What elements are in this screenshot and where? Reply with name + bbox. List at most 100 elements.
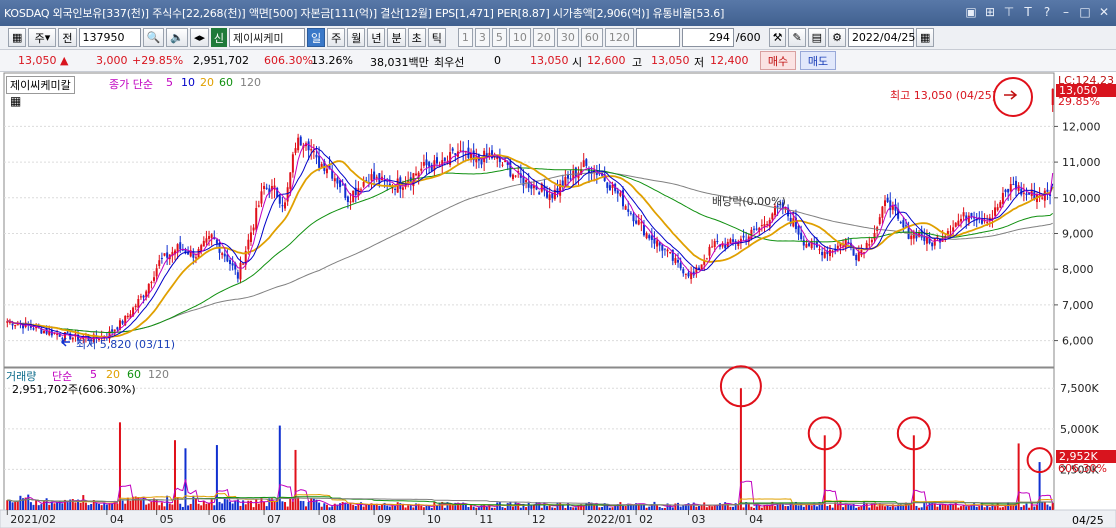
close-icon[interactable]: ✕: [1098, 5, 1110, 19]
speaker-icon[interactable]: 🔈: [166, 28, 188, 47]
sell-button[interactable]: 매도: [800, 51, 836, 70]
interval-5[interactable]: 5: [491, 28, 507, 47]
volume-bar: [642, 504, 645, 510]
help-icon[interactable]: ?: [1043, 5, 1051, 19]
candle-body: [996, 207, 999, 211]
volume-bar: [132, 496, 135, 510]
high-annotation: 최고 13,050 (04/25): [890, 89, 997, 102]
tab-tick[interactable]: 틱: [427, 28, 446, 47]
candle-body: [16, 324, 19, 326]
chart-icon[interactable]: ⊞: [984, 5, 996, 19]
nav-arrows[interactable]: ◂▸: [189, 28, 209, 47]
candle-body: [758, 227, 761, 232]
candle-body: [889, 200, 892, 211]
volume-bar: [299, 500, 302, 510]
candle-body: [831, 250, 834, 253]
volume-bar: [624, 505, 627, 510]
candle-body: [286, 187, 289, 202]
tab-second[interactable]: 초: [407, 28, 426, 47]
candle-body: [32, 328, 35, 330]
chart-area[interactable]: 12,000 11,000 10,000 9,000 8,000 7,000 6,000 7,…: [0, 72, 1116, 528]
interval-1[interactable]: 1: [457, 28, 473, 47]
save-icon[interactable]: ▤: [807, 28, 827, 47]
volume-bar: [671, 507, 674, 510]
candle-body: [1046, 189, 1049, 192]
tab-year[interactable]: 년: [367, 28, 386, 47]
candle-body: [360, 189, 363, 191]
volume-bar: [79, 502, 82, 510]
tool-icon[interactable]: ✎: [788, 28, 806, 47]
volume-bar: [289, 498, 292, 510]
price-axis-label: 11,000: [1062, 156, 1101, 169]
search-icon[interactable]: 🔍: [142, 28, 165, 47]
volume-bar: [781, 503, 784, 510]
buy-button[interactable]: 매수: [760, 51, 796, 70]
volume-bar: [587, 502, 590, 510]
candle-body: [674, 258, 677, 263]
volume-ma-60: 60: [127, 368, 141, 381]
pin-icon[interactable]: ⊤: [1003, 5, 1015, 19]
candle-body: [805, 244, 808, 248]
chart-type-icon[interactable]: ⚒: [768, 28, 787, 47]
volume-bar: [959, 506, 962, 510]
volume-spike-circle: [807, 416, 842, 451]
custom-interval-input[interactable]: [635, 28, 680, 47]
volume-bar: [493, 507, 496, 510]
candle-body: [703, 260, 706, 265]
interval-20[interactable]: 20: [532, 28, 555, 47]
period-select[interactable]: 주 ▾: [28, 28, 57, 47]
volume-bar: [409, 504, 412, 510]
candle-body: [551, 193, 554, 199]
calendar-icon[interactable]: ▦: [915, 28, 935, 47]
interval-30[interactable]: 30: [556, 28, 579, 47]
prev-button[interactable]: 전: [58, 28, 77, 47]
volume-bar: [923, 502, 926, 510]
volume-bar: [29, 502, 32, 510]
toolbar: ▦ 주 ▾ 전 137950 🔍 🔈 ◂▸ 신 제이씨케미 일 주 월 년 분 초…: [0, 26, 1116, 50]
x-axis-label: 10: [427, 513, 441, 526]
volume-bar: [967, 505, 970, 510]
candle-body: [215, 239, 218, 244]
interval-120[interactable]: 120: [604, 28, 634, 47]
volume-bar: [724, 502, 727, 510]
candle-body: [357, 188, 360, 196]
volume-bar: [611, 507, 614, 510]
interval-3[interactable]: 3: [474, 28, 490, 47]
tab-week[interactable]: 주: [327, 28, 346, 47]
volume-bar: [944, 504, 947, 510]
window-icon[interactable]: ▣: [965, 5, 977, 19]
grid-menu-icon[interactable]: ▦: [8, 28, 27, 47]
stock-code-input[interactable]: 137950: [78, 28, 141, 47]
volume-bar: [808, 504, 811, 510]
candle-body: [800, 232, 803, 240]
maximize-icon[interactable]: □: [1079, 5, 1091, 19]
volume-bar: [703, 502, 706, 510]
candle-body: [430, 164, 433, 171]
date-input[interactable]: 2022/04/25: [847, 28, 915, 47]
volume-bar: [501, 507, 504, 510]
tab-day[interactable]: 일: [306, 28, 326, 47]
stock-name-field[interactable]: 제이씨케미: [228, 28, 305, 47]
volume-bar: [181, 506, 184, 510]
candle-body: [1025, 193, 1028, 196]
minimize-icon[interactable]: –: [1063, 5, 1069, 19]
grid-toggle-icon[interactable]: ▦: [10, 94, 22, 108]
bar-count-input[interactable]: 294: [681, 28, 734, 47]
tab-month[interactable]: 월: [347, 28, 366, 47]
price-volume-chart[interactable]: 12,000 11,000 10,000 9,000 8,000 7,000 6,000 7,…: [0, 72, 1116, 528]
x-axis-label: 2022/01: [587, 513, 633, 526]
candle-body: [491, 150, 494, 159]
volume-bar: [773, 506, 776, 510]
volume-bar: [475, 507, 478, 510]
x-axis-label: 09: [377, 513, 391, 526]
tab-minute[interactable]: 분: [387, 28, 406, 47]
interval-10[interactable]: 10: [508, 28, 531, 47]
volume-bar: [66, 502, 69, 510]
candle-body: [527, 182, 530, 188]
settings-icon[interactable]: ⚙: [828, 28, 846, 47]
interval-60[interactable]: 60: [580, 28, 603, 47]
candle-body: [210, 234, 213, 238]
candle-body: [532, 185, 535, 189]
candle-body: [511, 174, 514, 180]
text-icon[interactable]: T: [1024, 5, 1032, 19]
